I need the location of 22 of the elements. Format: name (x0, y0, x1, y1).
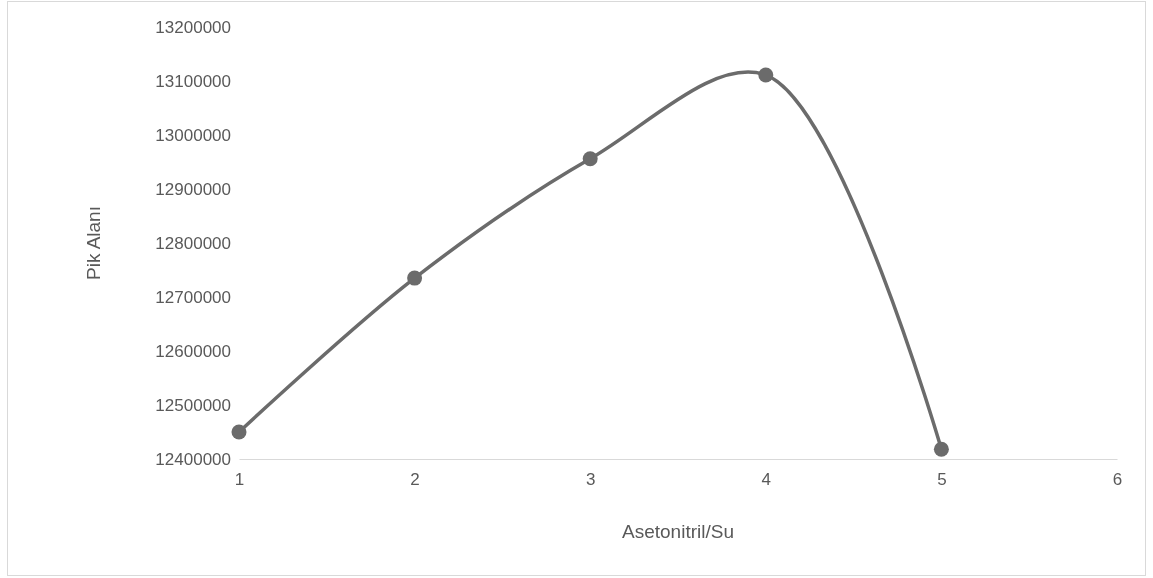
y-tick-label: 12400000 (155, 449, 231, 469)
x-tick-label: 5 (937, 470, 947, 490)
y-tick-label: 13100000 (155, 71, 231, 91)
x-tick-label: 2 (410, 470, 420, 490)
y-tick-label: 13200000 (155, 17, 231, 37)
y-axis-title: Pik Alanı (83, 206, 104, 280)
x-tick-label: 4 (761, 470, 772, 490)
y-tick-label: 12800000 (155, 233, 231, 253)
x-tick-label: 3 (585, 470, 596, 490)
point (231, 424, 247, 440)
y-tick-label: 13000000 (155, 125, 231, 145)
y-tick-label: 12500000 (155, 395, 231, 415)
point (582, 151, 598, 167)
y-tick-label: 12600000 (155, 341, 231, 361)
y-tick-label: 12700000 (155, 287, 231, 307)
point (758, 67, 774, 83)
x-tick-label: 6 (1112, 470, 1123, 490)
x-axis-title: Asetonitril/Su (622, 521, 734, 542)
point (407, 270, 423, 286)
x-tick-label: 1 (234, 470, 245, 490)
y-tick-label: 12900000 (155, 179, 231, 199)
point (933, 441, 949, 457)
